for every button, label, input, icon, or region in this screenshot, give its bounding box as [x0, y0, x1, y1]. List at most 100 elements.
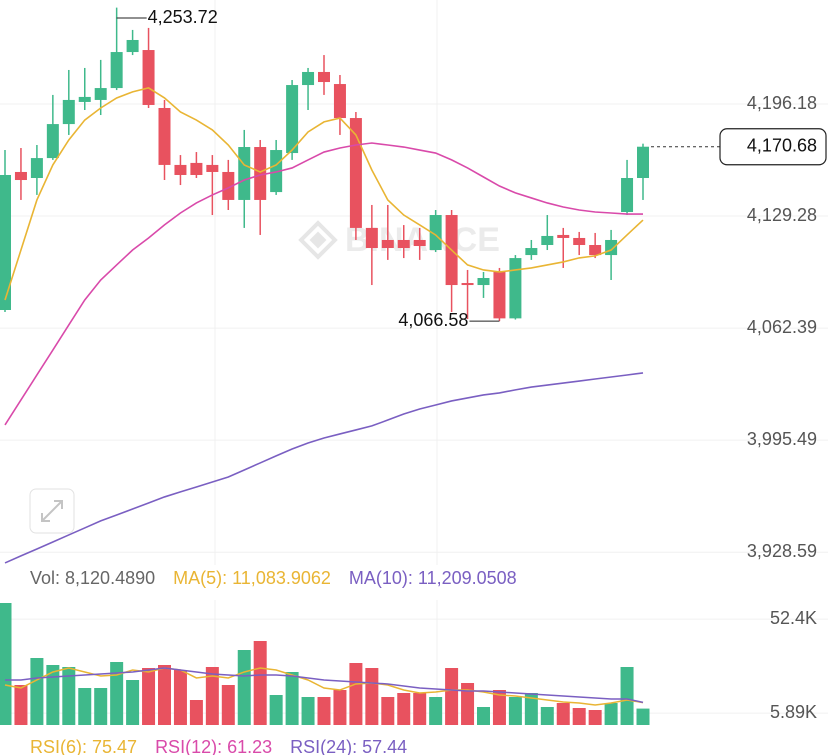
expand-button[interactable] [29, 488, 75, 534]
volume-bar [604, 702, 618, 725]
y-tick-label: 4,129.28 [747, 205, 817, 225]
candle-body [493, 271, 506, 319]
y-tick-label: 4,062.39 [747, 317, 817, 337]
volume-bar [126, 680, 140, 725]
candle-body [190, 162, 203, 175]
volume-bar [0, 602, 12, 725]
y-tick-label: 52.4K [770, 608, 817, 628]
volume-bar [445, 667, 459, 725]
volume-bar [189, 700, 203, 725]
volume-bar [365, 667, 379, 725]
candle-body [637, 146, 649, 179]
candle-body [365, 227, 378, 249]
legend-entry: RSI(6): 75.47 [30, 737, 137, 755]
volume-bar [173, 670, 187, 725]
volume-bar [317, 697, 331, 725]
last-price-box [719, 128, 827, 166]
candle-body [557, 234, 570, 238]
volume-bar [492, 690, 506, 725]
candle-body [30, 158, 43, 179]
candle-body [621, 178, 634, 213]
candle-body [525, 248, 538, 256]
volume-ma-line [4, 667, 644, 706]
candle-body [14, 171, 27, 181]
volume-bar [285, 672, 299, 725]
candle-body [238, 147, 251, 200]
volume-bar [620, 667, 634, 725]
candle-body [142, 50, 155, 105]
volume-bar [413, 692, 427, 725]
candle-body [429, 215, 442, 251]
volume-bar [78, 687, 92, 725]
volume-bar [142, 667, 156, 725]
volume-bar [221, 685, 235, 725]
legend-entry: RSI(24): 57.44 [290, 737, 407, 755]
volume-bar [253, 641, 267, 725]
volume-bar [572, 707, 586, 725]
volume-bar [636, 708, 650, 725]
candle-body [46, 124, 59, 159]
volume-bar [94, 687, 108, 725]
volume-bar [237, 650, 251, 725]
candle-body [174, 164, 187, 175]
low-label: 4,066.58 [398, 310, 468, 330]
volume-bar [62, 667, 76, 725]
volume-bar [46, 665, 60, 725]
volume-bar [508, 697, 522, 725]
volume-bar [110, 662, 124, 725]
candle-body [461, 283, 474, 286]
candle-body [573, 237, 586, 246]
candle-body [158, 107, 171, 165]
volume-bar [381, 697, 395, 725]
candle-body [413, 239, 426, 247]
candle-body [270, 150, 283, 193]
expand-icon[interactable] [41, 500, 63, 522]
candle-body [605, 239, 618, 256]
candle-body [254, 147, 267, 200]
candle-body [206, 164, 219, 172]
candle-body [62, 99, 75, 125]
legend-entry: MA(5): 11,083.9062 [173, 568, 331, 588]
volume-bar [556, 702, 570, 725]
volume-legend-title: Vol: 8,120.4890 [30, 568, 155, 588]
candle-body [333, 84, 346, 119]
volume-bar [205, 667, 219, 725]
volume-bar [30, 657, 44, 725]
ma-line [4, 372, 644, 564]
candle-body [509, 258, 522, 319]
y-tick-label: 4,196.18 [747, 93, 817, 113]
volume-bar [524, 692, 538, 725]
candle-body [302, 71, 315, 86]
legend-entry: MA(10): 11,209.0508 [349, 568, 517, 588]
ma-line [4, 142, 643, 426]
candle-body [477, 278, 490, 286]
last-price-label: 4,170.68 [747, 135, 817, 155]
volume-bar [14, 685, 28, 725]
candle-body [94, 88, 107, 100]
y-tick-label: 3,928.59 [747, 541, 817, 561]
volume-bar [301, 697, 315, 725]
volume-bar [461, 682, 475, 725]
candle-body [541, 235, 554, 246]
volume-bar [540, 707, 554, 725]
high-label: 4,253.72 [148, 7, 218, 27]
legend-entry: RSI(12): 61.23 [155, 737, 272, 755]
candle-body [110, 52, 123, 89]
candle-body [397, 239, 410, 249]
candle-body [78, 96, 91, 102]
candle-body [286, 85, 299, 154]
candle-body [222, 171, 235, 200]
volume-bar [477, 707, 490, 725]
volume-bar [333, 690, 347, 725]
volume-bar [429, 697, 443, 725]
candle-body [318, 71, 330, 83]
volume-bar [269, 695, 283, 725]
ma-line [4, 87, 644, 301]
y-tick-label: 5.89K [770, 702, 817, 722]
y-tick-label: 3,995.49 [747, 429, 817, 449]
candle-body [0, 174, 11, 310]
volume-bar [588, 710, 602, 725]
volume-bar [158, 665, 171, 725]
